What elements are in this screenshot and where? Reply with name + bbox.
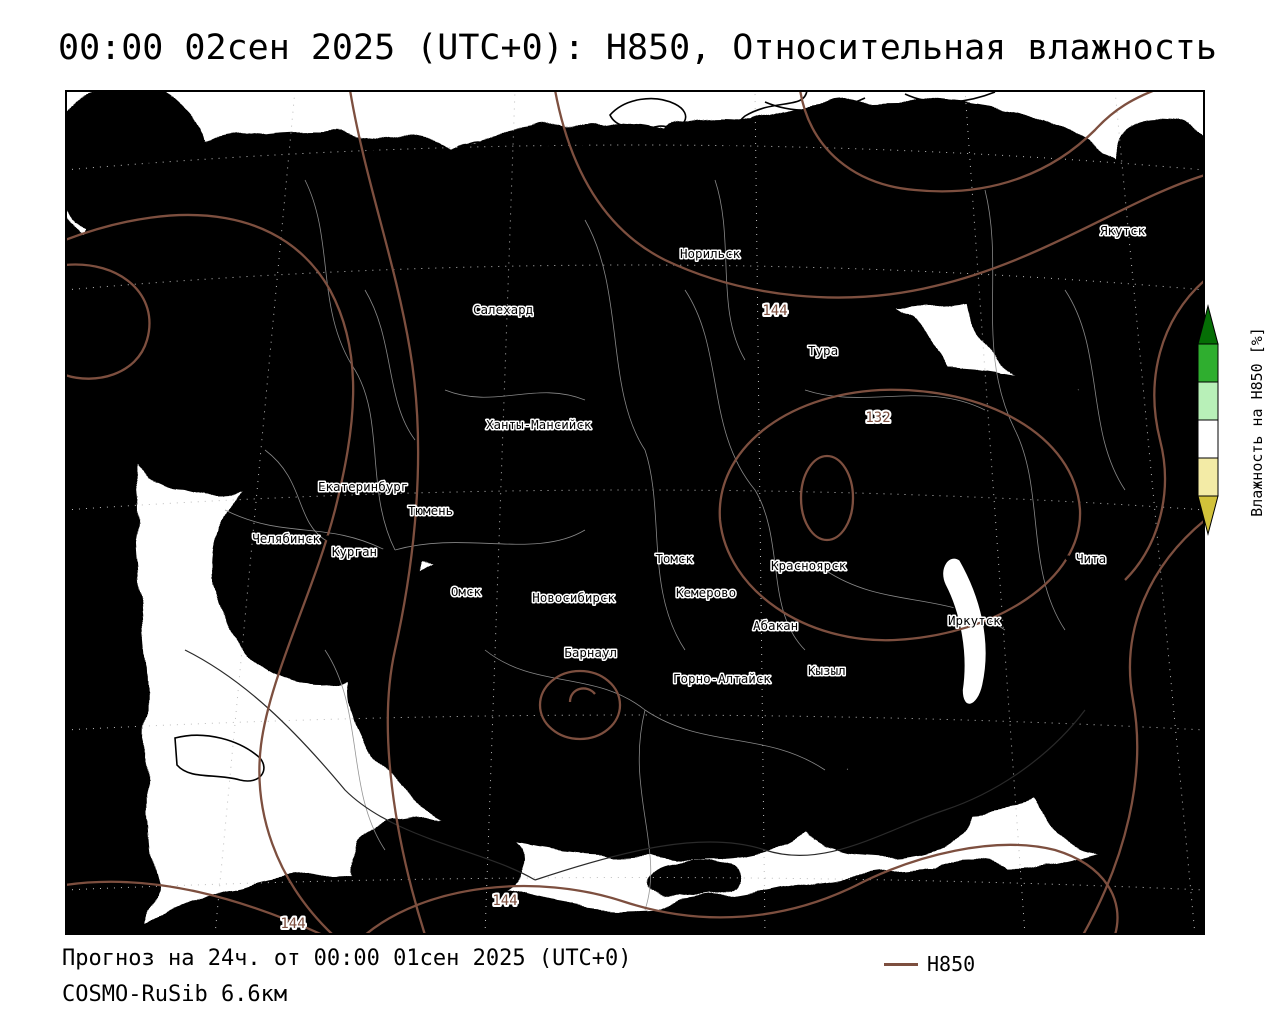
humidity-shading [65, 90, 1205, 935]
colorbar-arrow-bottom [1197, 495, 1219, 536]
colorbar-tick: 20 [1176, 489, 1193, 505]
contour-value-label: 144 [762, 303, 787, 319]
city-marker [760, 562, 766, 568]
city-marker [665, 589, 671, 595]
contour-value-label: 132 [865, 410, 890, 426]
city-label: Ханты-Мансийск [486, 417, 592, 432]
geopotential-contours-layer [65, 90, 1205, 935]
city-marker [307, 483, 313, 489]
city-label: Салехард [473, 302, 533, 317]
city-label: Кемерово [676, 585, 736, 600]
city-marker [620, 594, 626, 600]
contour-labels-layer: 144 132 144 144 [278, 301, 892, 934]
city-marker [797, 347, 803, 353]
city-label: Челябинск [252, 531, 320, 546]
city-label: Якутск [1100, 223, 1146, 238]
contour-legend: H850 [884, 952, 975, 976]
admin-boundaries-layer [184, 179, 1126, 911]
weather-map: 144 132 144 144 Норильск Салехард Тура Якутск Х… [65, 90, 1205, 935]
city-label: Норильск [680, 246, 741, 261]
colorbar-tick: 80 [1176, 375, 1193, 391]
city-label: Новосибирск [532, 590, 615, 605]
humidity-fill-under-20 [102, 162, 1157, 930]
contour-legend-label: H850 [927, 952, 976, 976]
colorbar-arrow-top [1197, 304, 1219, 345]
city-label: Томск [655, 551, 693, 566]
city-marker [1065, 555, 1071, 561]
page-title: 00:00 02сен 2025 (UTC+0): H850, Относите… [58, 28, 1217, 68]
colorbar-segment [1197, 381, 1219, 421]
city-label: Тура [808, 343, 838, 358]
city-marker [937, 617, 943, 623]
cities-layer: Норильск Салехард Тура Якутск Ханты-Мансийск… [251, 222, 1147, 688]
city-marker [486, 588, 492, 594]
city-label: Горно-Алтайск [673, 671, 771, 686]
city-marker [662, 675, 668, 681]
model-info: COSMO-RuSib 6.6км [62, 982, 288, 1007]
colorbar: Влажность на H850 [%] 95 80 60 40 20 [1166, 300, 1280, 544]
colorbar-axis-label: Влажность на H850 [%] [1248, 327, 1266, 517]
contour-value-label: 144 [492, 893, 517, 909]
colorbar-segment [1197, 457, 1219, 497]
city-marker [698, 555, 704, 561]
contour-legend-line [884, 962, 918, 966]
colorbar-svg: Влажность на H850 [%] 95 80 60 40 20 [1176, 304, 1266, 536]
city-marker [742, 622, 748, 628]
city-marker [1089, 227, 1095, 233]
city-label: Барнаул [564, 645, 617, 660]
city-label: Абакан [753, 618, 798, 633]
city-label: Иркутск [948, 613, 1001, 628]
coastline-layer [65, 90, 996, 828]
colorbar-tick: 40 [1176, 451, 1193, 467]
map-frame: 144 132 144 144 Норильск Салехард Тура Якутск Х… [65, 90, 1205, 935]
city-marker [482, 292, 488, 298]
city-label: Кызыл [808, 663, 846, 678]
city-marker [622, 649, 628, 655]
city-marker [325, 535, 331, 541]
city-label: Чита [1076, 551, 1106, 566]
city-label: Екатеринбург [318, 479, 408, 494]
graticule-layer [65, 90, 1205, 935]
city-marker [382, 548, 388, 554]
colorbar-tick: 95 [1176, 337, 1193, 353]
contour-value-label: 144 [280, 916, 305, 932]
city-marker [397, 507, 403, 513]
city-label: Курган [332, 544, 377, 559]
city-label: Тюмень [408, 503, 453, 518]
city-marker [669, 250, 675, 256]
city-marker [797, 667, 803, 673]
city-marker [475, 421, 481, 427]
colorbar-segment [1197, 419, 1219, 459]
humidity-fill-over-95 [155, 137, 1190, 788]
colorbar-tick: 60 [1176, 413, 1193, 429]
city-label: Омск [451, 584, 482, 599]
city-label: Красноярск [771, 558, 847, 573]
forecast-info: Прогноз на 24ч. от 00:00 01сен 2025 (UTC… [62, 946, 632, 971]
colorbar-segment [1197, 343, 1219, 383]
